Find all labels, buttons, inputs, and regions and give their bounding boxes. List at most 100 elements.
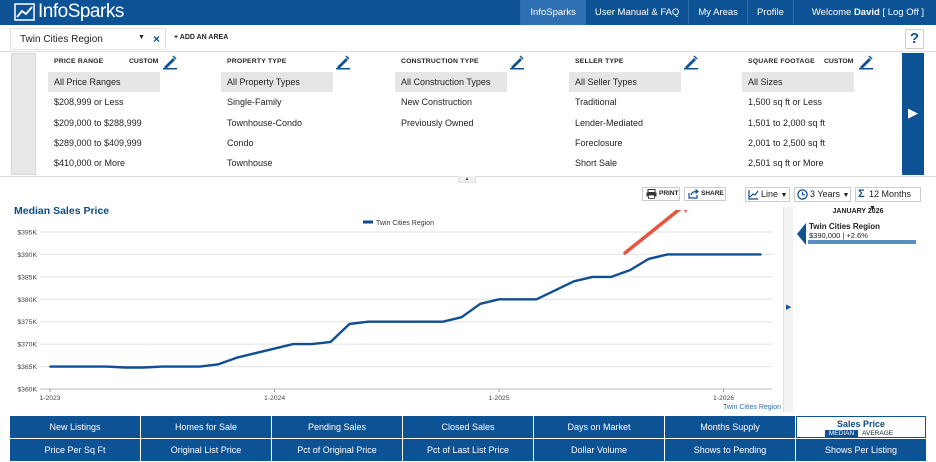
- filter-option[interactable]: $209,000 to $288,999: [54, 118, 142, 128]
- filter-scroll-right[interactable]: ▶: [902, 53, 924, 175]
- print-button[interactable]: PRINT: [642, 187, 680, 201]
- data-point[interactable]: [554, 289, 556, 292]
- filter-option[interactable]: New Construction: [401, 97, 473, 107]
- collapse-filters-button[interactable]: ▲: [458, 176, 476, 183]
- filter-option[interactable]: All Seller Types: [569, 72, 681, 92]
- metric-months-supply[interactable]: Months Supply: [665, 416, 795, 438]
- filter-option[interactable]: Traditional: [575, 97, 617, 107]
- chart-type-dropdown[interactable]: Line ▼: [745, 187, 790, 202]
- filter-option[interactable]: Townhouse-Condo: [227, 118, 303, 128]
- data-point[interactable]: [367, 320, 369, 323]
- nav-profile[interactable]: Profile: [746, 0, 793, 25]
- filter-option[interactable]: 2,501 sq ft or More: [748, 158, 824, 168]
- filter-scroll-left[interactable]: [11, 53, 36, 175]
- custom-link[interactable]: CUSTOM: [824, 58, 854, 65]
- data-point[interactable]: [610, 276, 613, 278]
- data-point[interactable]: [741, 253, 744, 256]
- edit-filter-icon[interactable]: [683, 54, 699, 70]
- caret-down-icon[interactable]: ▼: [138, 34, 145, 41]
- add-area-button[interactable]: + ADD AN AREA: [174, 34, 229, 41]
- data-point[interactable]: [385, 320, 388, 323]
- data-point[interactable]: [498, 298, 500, 301]
- edit-filter-icon[interactable]: [335, 54, 351, 70]
- data-point[interactable]: [217, 363, 220, 366]
- infosparks-logo[interactable]: InfoSparks: [14, 1, 124, 23]
- filter-option[interactable]: $208,999 or Less: [54, 97, 124, 107]
- edit-filter-icon[interactable]: [509, 54, 525, 70]
- series-name-label[interactable]: Twin Cities Region: [723, 404, 781, 411]
- metric-closed-sales[interactable]: Closed Sales: [403, 416, 533, 438]
- data-point[interactable]: [423, 320, 426, 323]
- help-button[interactable]: ?: [905, 29, 924, 49]
- years-dropdown[interactable]: 3 Years ▼: [794, 187, 851, 202]
- filter-option[interactable]: All Sizes: [742, 72, 854, 92]
- filter-option[interactable]: Condo: [227, 138, 254, 148]
- data-point[interactable]: [142, 366, 145, 369]
- data-point[interactable]: [105, 365, 107, 368]
- filter-option[interactable]: All Property Types: [221, 72, 333, 92]
- share-button[interactable]: SHARE: [684, 187, 726, 201]
- filter-option[interactable]: Lender-Mediated: [575, 118, 644, 128]
- data-point[interactable]: [348, 323, 351, 325]
- metric-pending-sales[interactable]: Pending Sales: [272, 416, 402, 438]
- filter-option[interactable]: All Price Ranges: [48, 72, 160, 92]
- filter-option[interactable]: Short Sale: [575, 158, 618, 168]
- data-point[interactable]: [180, 365, 182, 368]
- metric-pct-of-last-list-price[interactable]: Pct of Last List Price: [403, 439, 533, 461]
- nav-user-manual[interactable]: User Manual & FAQ: [584, 0, 688, 25]
- filter-option[interactable]: Single-Family: [227, 97, 282, 107]
- data-point[interactable]: [647, 258, 650, 260]
- filter-option[interactable]: 1,500 sq ft or Less: [748, 97, 823, 107]
- data-point[interactable]: [124, 366, 126, 369]
- months-dropdown[interactable]: Σ 12 Months ▼: [855, 187, 921, 212]
- data-point[interactable]: [273, 347, 276, 350]
- metric-price-per-sq-ft[interactable]: Price Per Sq Ft: [10, 439, 140, 461]
- data-point[interactable]: [255, 352, 257, 354]
- metric-homes-for-sale[interactable]: Homes for Sale: [141, 416, 271, 438]
- data-point[interactable]: [704, 253, 706, 256]
- median-toggle[interactable]: MEDIAN: [824, 430, 859, 437]
- custom-link[interactable]: CUSTOM: [129, 58, 159, 65]
- data-point[interactable]: [629, 269, 631, 271]
- data-point[interactable]: [292, 343, 295, 345]
- metric-new-listings[interactable]: New Listings: [10, 416, 140, 438]
- nav-infosparks[interactable]: InfoSparks: [520, 0, 585, 25]
- data-point[interactable]: [479, 302, 482, 305]
- logoff-link[interactable]: [ Log Off ]: [879, 7, 924, 18]
- filter-option[interactable]: Townhouse: [227, 158, 273, 168]
- data-point[interactable]: [760, 253, 762, 256]
- series-line-twin-cities[interactable]: [50, 253, 761, 369]
- data-point[interactable]: [67, 365, 70, 368]
- filter-option[interactable]: 2,001 to 2,500 sq ft: [748, 138, 826, 148]
- data-point[interactable]: [722, 253, 725, 256]
- data-point[interactable]: [198, 365, 201, 368]
- data-point[interactable]: [460, 316, 463, 319]
- nav-my-areas[interactable]: My Areas: [688, 0, 747, 25]
- average-toggle[interactable]: AVERAGE: [862, 430, 894, 437]
- data-point[interactable]: [404, 320, 407, 323]
- data-point[interactable]: [236, 356, 238, 359]
- data-point[interactable]: [161, 365, 164, 368]
- metric-original-list-price[interactable]: Original List Price: [141, 439, 271, 461]
- filter-option[interactable]: $289,000 to $409,999: [54, 138, 142, 148]
- close-icon[interactable]: ×: [153, 32, 161, 46]
- area-selector[interactable]: Twin Cities Region ▼ ×: [10, 28, 166, 50]
- data-point[interactable]: [685, 253, 687, 256]
- data-point[interactable]: [591, 276, 594, 278]
- data-point[interactable]: [49, 365, 51, 368]
- metric-sales-price[interactable]: Sales Price MEDIAN AVERAGE: [796, 416, 926, 438]
- metric-days-on-market[interactable]: Days on Market: [534, 416, 664, 438]
- filter-option[interactable]: Foreclosure: [575, 138, 623, 148]
- filter-option[interactable]: 1,501 to 2,000 sq ft: [748, 118, 826, 128]
- metric-shows-to-pending[interactable]: Shows to Pending: [665, 439, 795, 461]
- metric-pct-of-original-price[interactable]: Pct of Original Price: [272, 439, 402, 461]
- metric-shows-per-listing[interactable]: Shows Per Listing: [796, 439, 926, 461]
- data-point[interactable]: [442, 320, 444, 323]
- data-point[interactable]: [516, 298, 519, 301]
- data-point[interactable]: [666, 253, 669, 256]
- edit-filter-icon[interactable]: [162, 54, 178, 70]
- data-point[interactable]: [329, 341, 332, 343]
- metric-dollar-volume[interactable]: Dollar Volume: [534, 439, 664, 461]
- data-point[interactable]: [86, 365, 89, 368]
- side-panel-toggle[interactable]: ▶: [783, 207, 793, 412]
